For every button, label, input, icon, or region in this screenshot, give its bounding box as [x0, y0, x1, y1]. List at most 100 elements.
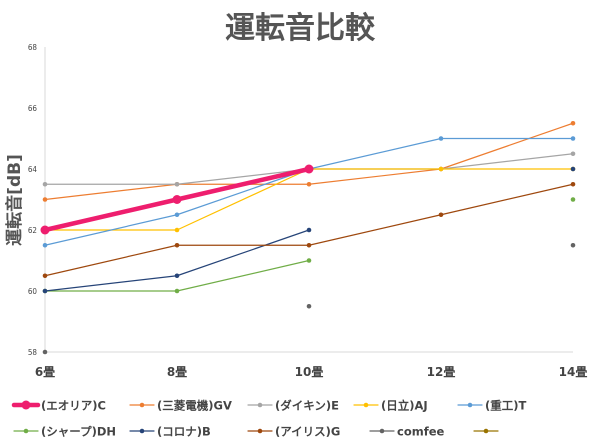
series-line-segment [176, 259, 310, 292]
data-point [42, 197, 48, 202]
legend-item: comfee [369, 425, 445, 439]
y-tick-label: 62 [28, 226, 37, 235]
data-point [306, 242, 312, 248]
legend-item: (アイリス)G [247, 425, 340, 439]
x-tick-label: 12畳 [427, 365, 456, 379]
legend-swatch-marker [257, 428, 263, 434]
data-point [174, 288, 180, 294]
data-point [570, 136, 576, 141]
series-line-segment [174, 166, 312, 202]
data-point [306, 181, 312, 187]
series-3 [42, 166, 576, 233]
data-point [174, 242, 180, 248]
x-tick-label: 8畳 [167, 365, 187, 379]
series-line-segment [440, 183, 574, 216]
legend-swatch-marker [139, 428, 145, 434]
series-1 [42, 120, 576, 202]
series-0 [40, 164, 314, 235]
series-line-segment [176, 229, 310, 277]
data-point [174, 227, 180, 233]
y-tick-label: 60 [28, 287, 38, 296]
y-axis-label: 運転音[dB] [4, 154, 25, 246]
series-line-segment [440, 153, 574, 170]
data-point [42, 273, 48, 279]
legend-label: (ダイキン)E [275, 399, 339, 413]
series-line-segment [44, 244, 178, 277]
data-point [42, 349, 48, 355]
series-line-segment [44, 214, 178, 246]
data-point [40, 225, 50, 235]
legend-swatch-marker [483, 428, 489, 434]
data-point [42, 288, 48, 294]
series-line-segment [176, 168, 310, 216]
data-point [570, 166, 576, 172]
legend-label: (エオリア)C [41, 399, 106, 413]
series-8 [42, 242, 576, 355]
legend-item: (ダイキン)E [247, 399, 339, 413]
legend-swatch-marker [257, 402, 263, 408]
data-point [174, 212, 180, 218]
data-point [306, 258, 312, 263]
legend-swatch-marker [363, 402, 369, 408]
legend-label: (重工)T [485, 399, 527, 413]
data-point [172, 195, 182, 204]
data-point [306, 227, 312, 233]
legend-label: (日立)AJ [381, 399, 428, 413]
legend-item: (エオリア)C [11, 399, 106, 413]
series-line-segment [308, 168, 442, 185]
y-tick-label: 64 [28, 165, 38, 174]
data-point [438, 136, 444, 141]
y-tick-label: 68 [28, 43, 38, 52]
series-line-segment [176, 168, 310, 185]
series-line-segment [308, 137, 442, 170]
legend-swatch-marker [379, 428, 385, 434]
x-tick-label: 6畳 [35, 365, 55, 379]
series-6 [42, 166, 576, 294]
series-4 [42, 136, 576, 248]
data-point [438, 212, 444, 218]
legend-label: (シャープ)DH [41, 425, 116, 439]
y-tick-label: 66 [28, 104, 38, 113]
legend-item: (重工)T [457, 399, 527, 413]
series-7 [42, 181, 576, 279]
data-point [304, 164, 314, 174]
series-layer [40, 120, 576, 355]
data-point [438, 166, 444, 172]
chart-title: 運転音比較 [225, 11, 376, 46]
legend-item: (日立)AJ [353, 399, 428, 413]
data-point [306, 303, 312, 309]
data-point [570, 120, 576, 126]
series-line-segment [42, 197, 180, 233]
legend-swatch-marker [23, 428, 29, 434]
series-line-segment [44, 275, 178, 292]
legend-swatch-marker [139, 402, 145, 408]
x-tick-label: 14畳 [559, 365, 588, 379]
y-tick-label: 58 [28, 348, 38, 357]
series-line-segment [176, 168, 310, 231]
legend-label: (コロナ)B [157, 425, 211, 439]
legend-item: (コロナ)B [129, 425, 211, 439]
series-line-segment [440, 122, 574, 170]
x-tick-label: 10畳 [295, 365, 324, 379]
series-line-segment [308, 214, 442, 246]
data-point [174, 181, 180, 187]
legend-item: (シャープ)DH [13, 425, 116, 439]
legend-item: (三菱電機)GV [129, 399, 232, 413]
legend-swatch-marker [467, 402, 473, 408]
legend-swatch-marker [21, 400, 31, 410]
data-point [570, 197, 576, 202]
data-point [42, 181, 48, 187]
axes: 58 60 62 64 66 68 6畳 8畳 10畳 12畳 14畳 [28, 43, 588, 379]
data-point [42, 242, 48, 248]
legend-item [473, 428, 499, 434]
data-point [570, 181, 576, 187]
data-point [570, 151, 576, 157]
data-point [174, 273, 180, 279]
series-line-segment [44, 183, 178, 201]
legend-label: (アイリス)G [275, 425, 340, 439]
legend-label: (三菱電機)GV [157, 399, 232, 413]
legend-label: comfee [397, 425, 445, 439]
data-point [570, 242, 576, 248]
